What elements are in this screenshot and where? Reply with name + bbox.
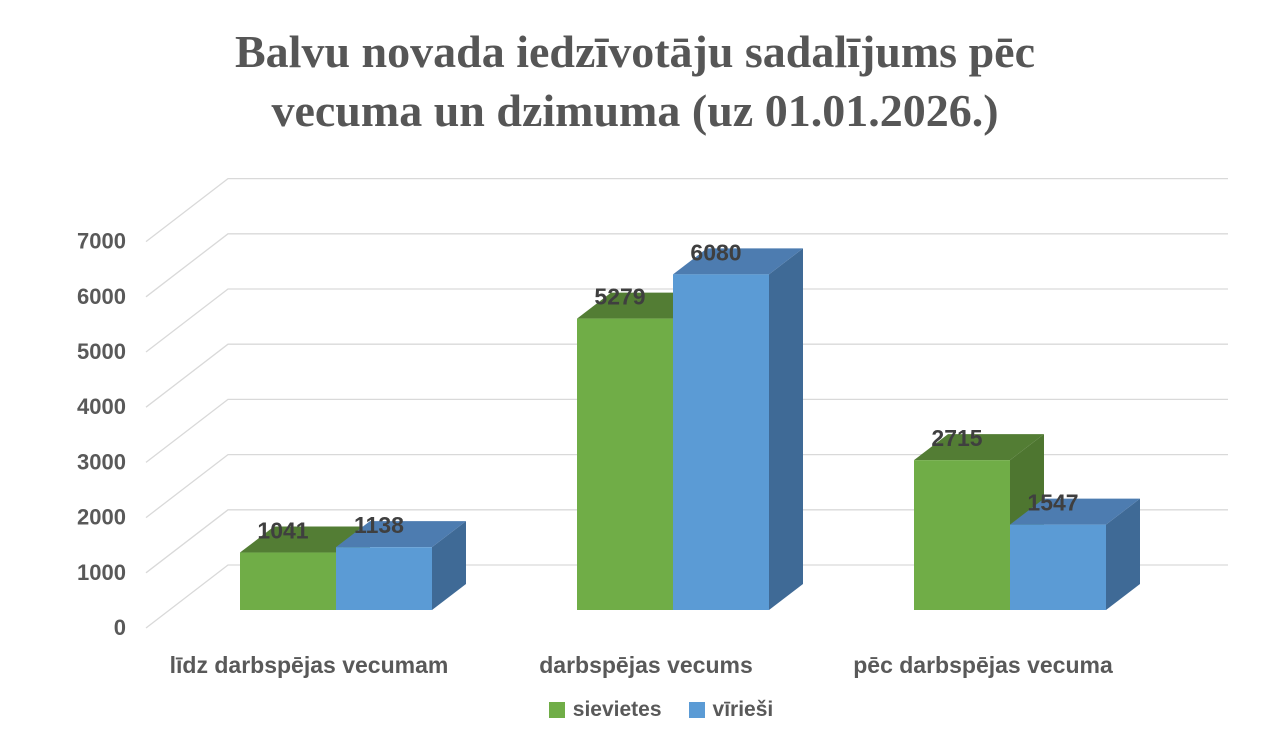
bar-vīrieši-2-front <box>1010 524 1106 610</box>
gridline-5000 <box>145 288 1228 353</box>
y-tick-label-6000: 6000 <box>77 284 126 309</box>
value-label-sievietes-1: 5279 <box>594 284 645 310</box>
bar-vīrieši-1-side <box>769 248 803 610</box>
gridline-6000 <box>145 233 1228 298</box>
bar-vīrieši-0-front <box>336 547 432 610</box>
chart-title: Balvu novada iedzīvotāju sadalījums pēc … <box>0 22 1270 140</box>
gridline-1000 <box>145 509 1228 574</box>
gridline-3000 <box>145 398 1228 463</box>
y-tick-label-5000: 5000 <box>77 339 126 364</box>
value-label-vīrieši-0: 1138 <box>354 512 404 538</box>
bar-vīrieši-0-side <box>432 521 466 610</box>
bar-vīrieši-2-side <box>1106 498 1140 610</box>
y-tick-label-7000: 7000 <box>77 229 126 254</box>
bar-sievietes-2-top <box>914 434 1044 461</box>
legend-label-sievietes: sievietes <box>572 698 662 721</box>
category-label-1: darbspējas vecums <box>539 652 753 678</box>
value-label-sievietes-2: 2715 <box>931 425 982 451</box>
y-tick-label-1000: 1000 <box>77 560 126 585</box>
gridline-4000 <box>145 343 1228 408</box>
category-label-2: pēc darbspējas vecuma <box>853 652 1113 678</box>
y-tick-label-2000: 2000 <box>77 505 126 530</box>
category-label-0: līdz darbspējas vecumam <box>170 652 449 678</box>
bar-vīrieši-1-front <box>673 274 769 610</box>
bar-vīrieši-1-top <box>673 248 803 275</box>
y-tick-label-0: 0 <box>114 615 126 640</box>
y-tick-label-3000: 3000 <box>77 449 126 474</box>
legend: sievietes vīrieši <box>26 699 1270 720</box>
chart-title-line-1: Balvu novada iedzīvotāju sadalījums pēc <box>235 26 1035 77</box>
bar-vīrieši-2-top <box>1010 498 1140 525</box>
legend-label-viriesi: vīrieši <box>712 698 774 721</box>
value-label-vīrieši-1: 6080 <box>690 239 741 265</box>
bar-sievietes-2-front <box>914 460 1010 610</box>
gridline-2000 <box>145 453 1228 519</box>
bar-sievietes-1-front <box>577 318 673 610</box>
legend-swatch-sievietes <box>548 701 565 718</box>
legend-swatch-viriesi <box>688 701 705 718</box>
gridline-0 <box>145 564 1228 629</box>
chart-title-line-2: vecuma un dzimuma (uz 01.01.2026.) <box>271 85 999 136</box>
value-label-vīrieši-2: 1547 <box>1027 490 1078 516</box>
y-tick-label-4000: 4000 <box>77 394 126 419</box>
value-label-sievietes-0: 1041 <box>257 518 308 544</box>
legend-item-viriesi: vīrieši <box>688 698 774 721</box>
legend-item-sievietes: sievietes <box>548 698 662 721</box>
bar-vīrieši-0-top <box>336 521 466 548</box>
bar-sievietes-0-front <box>240 552 336 610</box>
gridline-7000 <box>145 177 1228 243</box>
